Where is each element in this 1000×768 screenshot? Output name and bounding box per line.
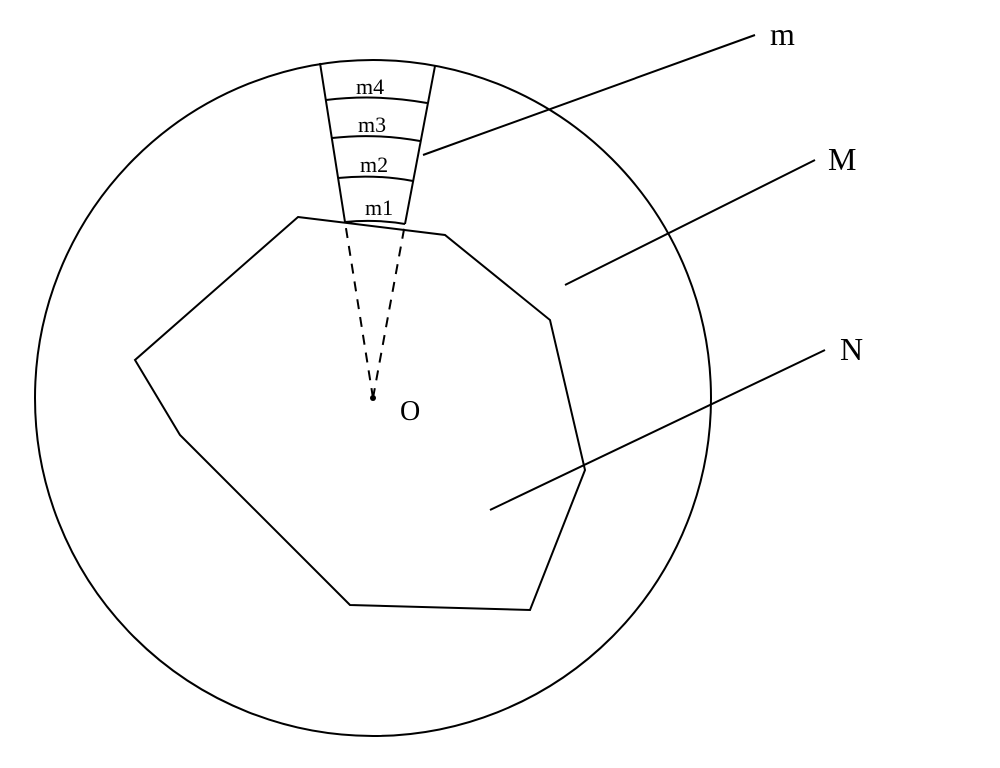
center-label: O (400, 396, 420, 427)
callout-label-N: N (840, 331, 863, 367)
wedge-band-label-m4: m4 (356, 74, 384, 99)
wedge-band-label-m2: m2 (360, 152, 388, 177)
wedge-band-label-m1: m1 (365, 195, 393, 220)
center-dot (370, 395, 376, 401)
callout-label-M: M (828, 141, 856, 177)
callout-label-m: m (770, 16, 795, 52)
wedge-band-label-m3: m3 (358, 112, 386, 137)
